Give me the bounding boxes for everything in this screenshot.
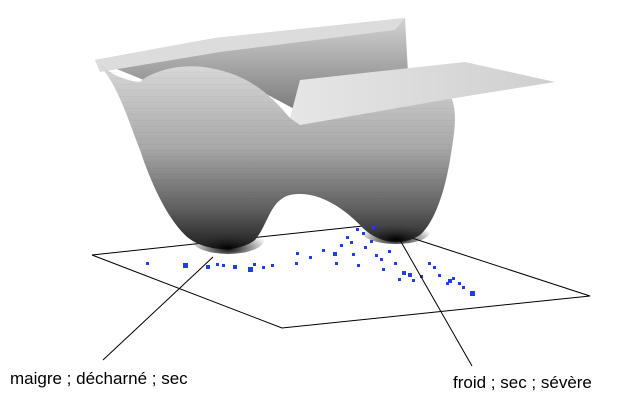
scatter-point <box>233 265 237 269</box>
scatter-point <box>206 265 210 269</box>
scatter-point <box>216 263 219 266</box>
scatter-point <box>438 274 441 277</box>
scatter-point <box>398 278 401 281</box>
scatter-point <box>333 252 337 256</box>
scatter-point <box>253 263 256 266</box>
scatter-point <box>309 256 312 259</box>
scatter-point <box>452 277 455 280</box>
right-well <box>362 220 430 244</box>
scatter-point <box>335 262 338 265</box>
scatter-point <box>380 258 383 261</box>
scatter-point <box>370 240 373 243</box>
scatter-point <box>362 232 365 235</box>
scatter-point <box>458 282 461 285</box>
scatter-point <box>271 264 274 267</box>
scatter-point <box>296 252 299 255</box>
annotation-right: froid ; sec ; sévère <box>453 373 592 392</box>
scatter-point <box>402 271 406 275</box>
scatter-point <box>375 254 378 257</box>
scatter-point <box>322 249 325 252</box>
scatter-point <box>248 267 253 272</box>
scatter-point <box>262 266 265 269</box>
scatter-point <box>420 275 423 278</box>
scatter-point <box>350 241 353 244</box>
leader-line-left <box>102 256 214 361</box>
base-plane <box>91 224 591 329</box>
surface-top-plateau <box>290 62 555 125</box>
scatter-point <box>364 246 367 249</box>
surface-back-plateau <box>95 18 405 72</box>
scatter-point <box>372 226 375 229</box>
scatter-point <box>356 228 359 231</box>
scatter-point <box>408 273 412 277</box>
scatter-point <box>462 286 465 289</box>
scatter-point <box>352 253 355 256</box>
scatter-point <box>340 244 343 247</box>
scatter-point <box>412 279 415 282</box>
scatter-point <box>470 291 475 296</box>
scatter-point <box>388 250 391 253</box>
scatter-point <box>448 279 452 283</box>
scatter-point <box>183 263 188 268</box>
scatter-point <box>446 282 449 285</box>
annotation-left: maigre ; décharné ; sec <box>10 369 188 388</box>
scatter-point <box>357 264 360 267</box>
scatter-point <box>346 236 349 239</box>
scatter-points <box>146 226 475 296</box>
scatter-point <box>146 262 149 265</box>
scatter-point <box>428 262 431 265</box>
scatter-point <box>433 266 436 269</box>
scatter-point <box>222 264 225 267</box>
left-well <box>192 226 264 254</box>
scatter-point <box>295 262 298 265</box>
scatter-point <box>382 268 385 271</box>
scatter-point <box>394 262 397 265</box>
leader-line-right <box>399 239 473 367</box>
